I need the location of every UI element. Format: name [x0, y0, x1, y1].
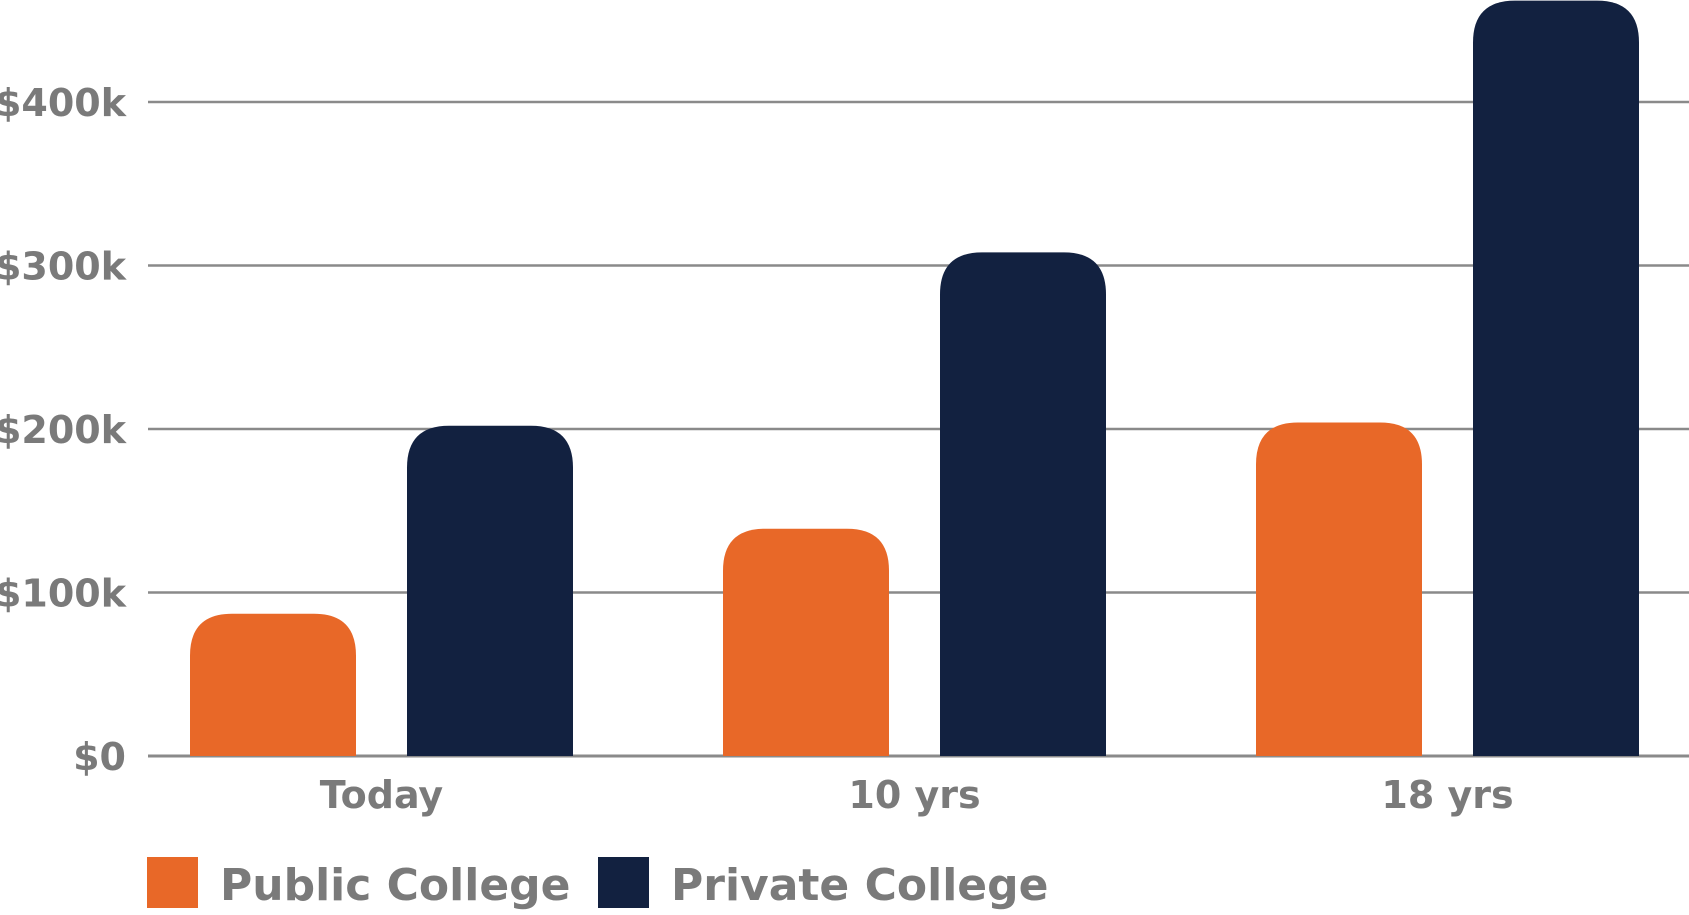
legend: Public College Private College [147, 857, 1048, 911]
y-tick-label: $100k [0, 572, 127, 616]
legend-swatch [598, 857, 649, 908]
y-tick-label: $400k [0, 81, 127, 125]
x-axis-labels: Today 10 yrs 18 yrs [320, 773, 1514, 817]
gridlines [148, 100, 1689, 758]
bar-public-0 [190, 613, 356, 756]
bar-private-0 [407, 425, 573, 756]
legend-swatch [147, 857, 198, 908]
x-category-label: Today [320, 773, 444, 817]
x-category-label: 10 yrs [848, 773, 980, 817]
y-axis-ticks: $0 $100k $200k $300k $400k [0, 81, 127, 779]
legend-label: Private College [671, 860, 1048, 911]
bar-public-2 [1256, 422, 1422, 756]
legend-label: Public College [220, 860, 571, 911]
bar-public-1 [723, 528, 889, 756]
bar-private-1 [940, 252, 1106, 757]
x-category-label: 18 yrs [1381, 773, 1513, 817]
y-tick-label: $0 [73, 735, 126, 779]
bars [190, 0, 1639, 757]
bar-private-2 [1473, 0, 1639, 756]
y-tick-label: $200k [0, 408, 127, 452]
y-tick-label: $300k [0, 245, 127, 289]
